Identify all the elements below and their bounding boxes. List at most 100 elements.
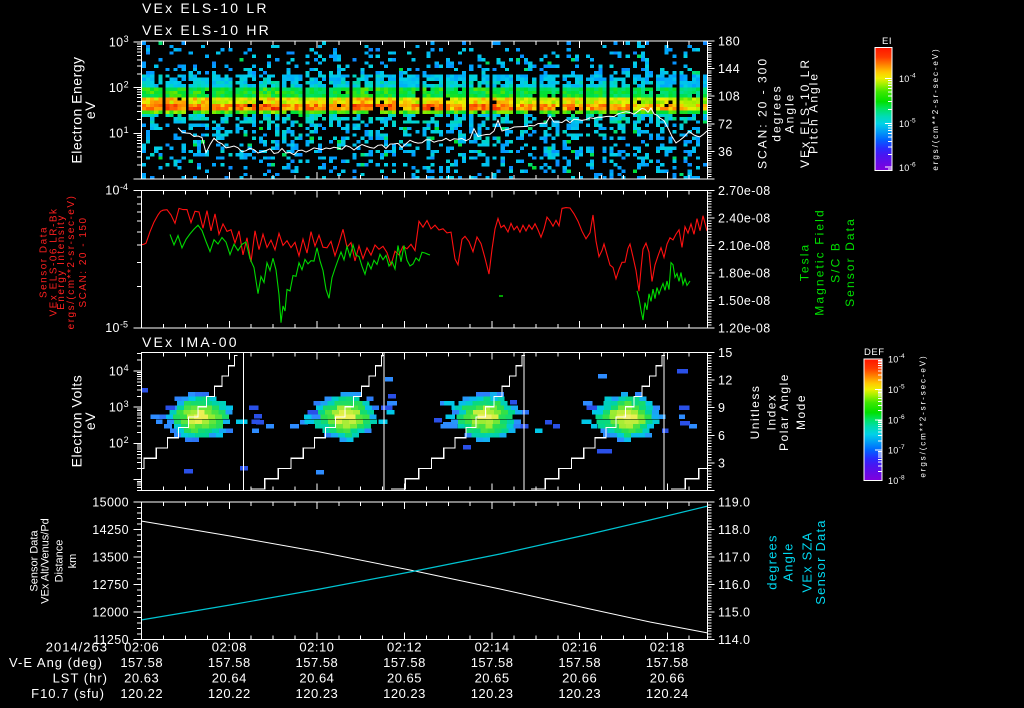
svg-text:3: 3: [718, 456, 725, 470]
svg-text:1.50e-08: 1.50e-08: [718, 294, 771, 308]
svg-text:VEx ELS-10 LR: VEx ELS-10 LR: [142, 0, 269, 16]
svg-text:VEx ELS-06 LR-Bk: VEx ELS-06 LR-Bk: [48, 207, 59, 316]
svg-text:Magnetic Field: Magnetic Field: [813, 208, 827, 315]
svg-text:157.58: 157.58: [383, 655, 426, 670]
svg-text:114.0: 114.0: [718, 633, 750, 647]
svg-text:20.65: 20.65: [475, 671, 510, 686]
svg-text:02:08: 02:08: [212, 640, 247, 655]
svg-text:-8: -8: [899, 475, 905, 482]
svg-text:EI: EI: [882, 36, 892, 47]
svg-text:S/C B: S/C B: [828, 241, 842, 283]
svg-text:10: 10: [109, 437, 124, 451]
svg-text:2.40e-08: 2.40e-08: [718, 212, 771, 226]
svg-text:-4: -4: [899, 353, 905, 360]
svg-text:1: 1: [124, 125, 129, 135]
svg-text:2: 2: [124, 80, 129, 90]
svg-text:Unitless: Unitless: [748, 385, 762, 440]
svg-text:9: 9: [718, 401, 725, 415]
svg-text:SCAN: 20 - 300: SCAN: 20 - 300: [756, 57, 770, 169]
svg-text:180: 180: [718, 35, 740, 49]
svg-text:11250: 11250: [93, 633, 129, 647]
svg-text:10: 10: [109, 127, 124, 141]
svg-text:12000: 12000: [92, 606, 129, 620]
svg-text:10: 10: [109, 36, 124, 50]
svg-text:-4: -4: [910, 73, 916, 80]
svg-text:Distance: Distance: [54, 540, 66, 583]
svg-text:10: 10: [888, 355, 899, 365]
svg-text:eV: eV: [82, 412, 98, 430]
svg-text:Angle: Angle: [783, 93, 797, 134]
svg-text:20.64: 20.64: [212, 671, 247, 686]
svg-text:3: 3: [124, 399, 129, 409]
svg-text:DEF: DEF: [864, 347, 885, 358]
svg-text:ergs/(cm**2-sr-sec-eV): ergs/(cm**2-sr-sec-eV): [931, 47, 940, 170]
svg-text:6: 6: [718, 429, 725, 443]
svg-text:Electron Volts: Electron Volts: [69, 375, 85, 468]
svg-text:-6: -6: [910, 162, 916, 169]
svg-text:Electron Energy: Electron Energy: [69, 56, 85, 163]
svg-text:1.80e-08: 1.80e-08: [718, 267, 771, 281]
svg-text:km: km: [67, 554, 79, 569]
svg-text:120.23: 120.23: [558, 686, 601, 701]
svg-text:02:16: 02:16: [562, 640, 597, 655]
svg-text:157.58: 157.58: [558, 655, 601, 670]
svg-text:157.58: 157.58: [120, 655, 163, 670]
svg-text:-6: -6: [899, 414, 905, 421]
svg-text:10: 10: [888, 446, 899, 456]
svg-text:02:14: 02:14: [475, 640, 510, 655]
svg-text:Pitch Angle: Pitch Angle: [807, 72, 821, 154]
svg-text:degrees: degrees: [765, 534, 780, 589]
svg-text:144: 144: [718, 62, 740, 76]
svg-text:LST (hr): LST (hr): [53, 671, 108, 686]
svg-text:degrees: degrees: [770, 84, 784, 141]
svg-text:36: 36: [718, 145, 733, 159]
svg-text:10: 10: [888, 385, 899, 395]
svg-text:10: 10: [888, 415, 899, 425]
svg-text:02:10: 02:10: [299, 640, 334, 655]
svg-text:VEx IMA-00: VEx IMA-00: [142, 334, 239, 350]
svg-text:Energy Intensity: Energy Intensity: [56, 214, 67, 310]
svg-text:14250: 14250: [92, 523, 129, 537]
svg-text:VEx Alt/Venus/Pd: VEx Alt/Venus/Pd: [40, 518, 52, 604]
svg-text:2: 2: [124, 435, 129, 445]
svg-text:2.70e-08: 2.70e-08: [718, 184, 771, 198]
svg-text:15: 15: [718, 346, 733, 360]
svg-text:ergs/(cm**2-sr-sec-eV): ergs/(cm**2-sr-sec-eV): [66, 195, 77, 330]
svg-text:10: 10: [888, 476, 899, 486]
svg-text:20.65: 20.65: [387, 671, 422, 686]
svg-text:120.23: 120.23: [296, 686, 339, 701]
svg-text:2014/263: 2014/263: [46, 640, 108, 655]
svg-text:-4: -4: [120, 182, 128, 192]
svg-text:120.23: 120.23: [383, 686, 426, 701]
svg-text:120.22: 120.22: [208, 686, 251, 701]
svg-text:02:06: 02:06: [124, 640, 159, 655]
svg-text:10: 10: [899, 74, 910, 84]
svg-text:157.58: 157.58: [646, 655, 689, 670]
svg-text:Polar Angle: Polar Angle: [777, 373, 791, 451]
svg-text:Tesla: Tesla: [798, 243, 812, 282]
svg-text:20.66: 20.66: [650, 671, 685, 686]
svg-text:20.63: 20.63: [124, 671, 159, 686]
svg-text:VEx ELS-10 LR: VEx ELS-10 LR: [798, 58, 812, 168]
svg-text:4: 4: [124, 363, 129, 373]
svg-text:-5: -5: [899, 383, 905, 390]
svg-text:115.0: 115.0: [718, 606, 750, 620]
svg-text:117.0: 117.0: [718, 551, 750, 565]
svg-text:02:18: 02:18: [650, 640, 685, 655]
svg-text:3: 3: [124, 34, 129, 44]
svg-text:157.58: 157.58: [471, 655, 514, 670]
svg-text:-5: -5: [910, 118, 916, 125]
svg-text:120.24: 120.24: [646, 686, 689, 701]
svg-text:12: 12: [718, 374, 733, 388]
svg-text:157.58: 157.58: [296, 655, 339, 670]
svg-text:F10.7 (sfu): F10.7 (sfu): [31, 686, 105, 701]
svg-text:118.0: 118.0: [718, 523, 750, 537]
svg-text:SCAN: 20 - 150: SCAN: 20 - 150: [78, 216, 89, 307]
svg-text:Mode: Mode: [794, 394, 808, 430]
svg-text:12750: 12750: [92, 578, 129, 592]
svg-text:VEx ELS-10 HR: VEx ELS-10 HR: [142, 22, 271, 38]
svg-text:72: 72: [718, 117, 733, 131]
svg-text:120.23: 120.23: [471, 686, 514, 701]
svg-text:10: 10: [109, 81, 124, 95]
svg-text:-5: -5: [120, 320, 128, 330]
